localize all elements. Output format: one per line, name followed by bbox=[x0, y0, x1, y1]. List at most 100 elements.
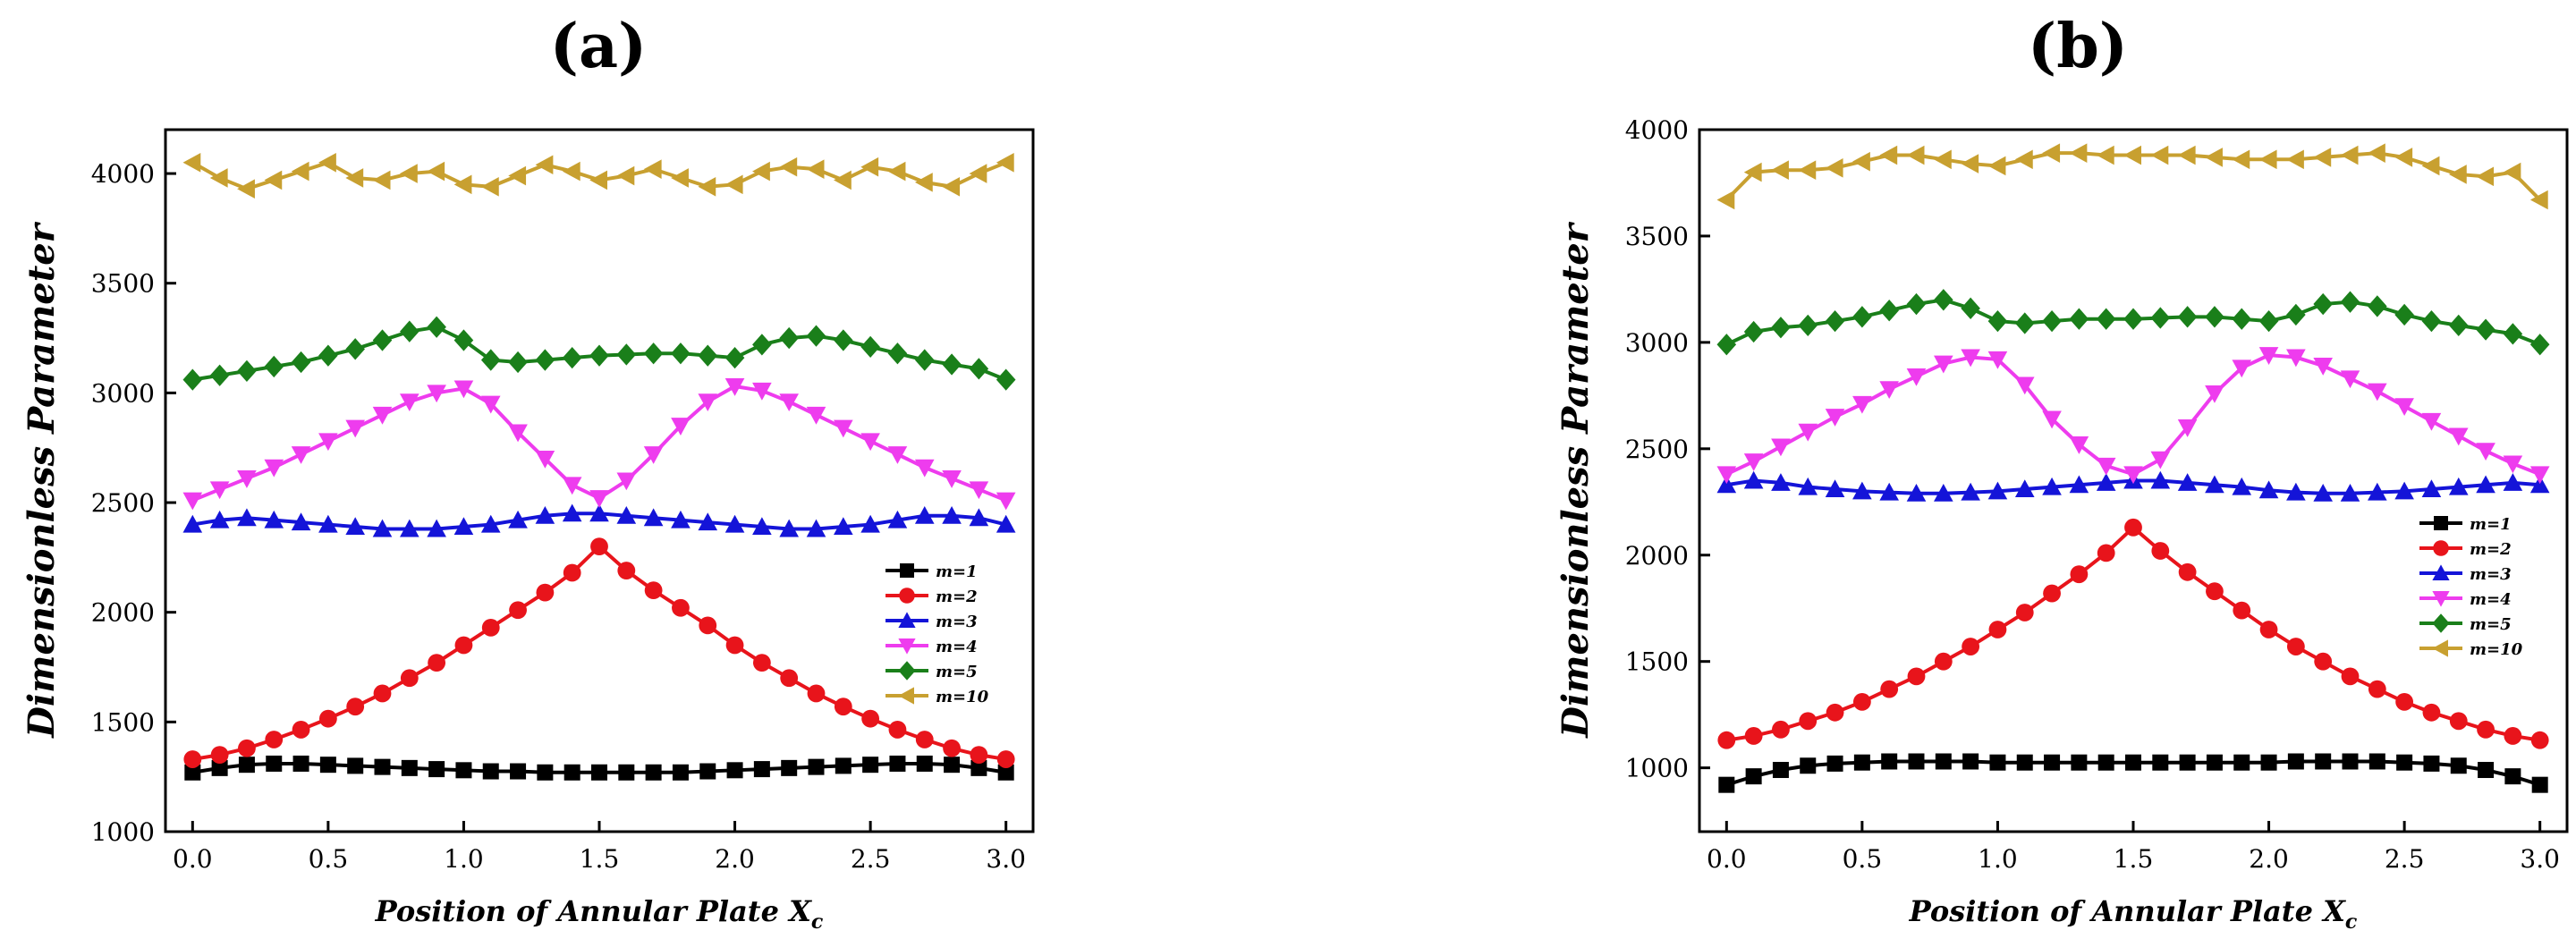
data-point bbox=[1745, 768, 1762, 785]
data-point bbox=[508, 510, 528, 528]
y-tick-label: 1500 bbox=[1625, 647, 1689, 677]
data-point bbox=[2449, 712, 2468, 731]
data-point bbox=[724, 174, 743, 195]
x-tick-label: 1.5 bbox=[2114, 844, 2154, 874]
data-point bbox=[1743, 320, 1764, 343]
legend-label: m=4 bbox=[2470, 590, 2512, 609]
data-point bbox=[2123, 466, 2143, 485]
data-point bbox=[564, 764, 580, 781]
data-point bbox=[752, 161, 770, 182]
data-point bbox=[2286, 149, 2304, 170]
data-point bbox=[996, 750, 1015, 768]
data-point bbox=[2313, 292, 2333, 316]
data-point bbox=[1879, 145, 1898, 165]
data-point bbox=[2123, 145, 2141, 165]
legend-label: m=10 bbox=[2470, 640, 2523, 659]
data-point bbox=[616, 343, 637, 366]
legend-marker bbox=[2432, 639, 2448, 657]
data-point bbox=[779, 393, 799, 411]
data-point bbox=[2342, 753, 2359, 770]
data-point bbox=[2096, 145, 2114, 165]
data-point bbox=[1879, 300, 1899, 322]
data-point bbox=[969, 508, 989, 527]
data-point bbox=[2014, 376, 2035, 395]
data-point bbox=[2150, 451, 2171, 469]
data-point bbox=[2529, 466, 2550, 485]
data-point bbox=[318, 344, 338, 367]
legend-label: m=5 bbox=[2470, 615, 2512, 634]
data-point bbox=[2504, 727, 2522, 745]
data-point bbox=[1771, 473, 1791, 491]
data-point bbox=[2232, 359, 2252, 378]
data-point bbox=[590, 537, 608, 555]
data-point bbox=[914, 349, 935, 371]
data-point bbox=[2503, 323, 2523, 345]
data-point bbox=[2042, 143, 2061, 163]
data-point bbox=[589, 344, 609, 367]
data-point bbox=[1906, 483, 1927, 502]
data-point bbox=[2340, 145, 2359, 165]
legend-label: m=5 bbox=[936, 663, 978, 681]
data-point bbox=[1743, 162, 1762, 182]
data-point bbox=[453, 174, 472, 195]
data-point bbox=[400, 393, 419, 411]
data-point bbox=[2340, 483, 2360, 502]
legend-marker bbox=[2432, 564, 2450, 580]
series-m-5 bbox=[1716, 289, 2550, 356]
data-point bbox=[453, 517, 474, 536]
data-point bbox=[1907, 667, 1926, 686]
data-point bbox=[318, 709, 337, 728]
legend-label: m=3 bbox=[936, 613, 978, 631]
data-point bbox=[2150, 145, 2169, 165]
data-point bbox=[2448, 427, 2469, 446]
data-point bbox=[2421, 156, 2440, 176]
data-point bbox=[182, 492, 203, 511]
y-tick-label: 3000 bbox=[1625, 328, 1689, 358]
data-point bbox=[2286, 303, 2306, 326]
data-point bbox=[535, 505, 555, 524]
data-point bbox=[2448, 477, 2469, 495]
data-point bbox=[616, 472, 637, 491]
data-point bbox=[2042, 309, 2062, 333]
data-point bbox=[1934, 355, 1953, 374]
data-point bbox=[2286, 349, 2306, 368]
data-point bbox=[888, 721, 907, 739]
data-point bbox=[1852, 395, 1872, 414]
data-point bbox=[970, 759, 987, 776]
data-point bbox=[2259, 621, 2278, 638]
data-point bbox=[942, 176, 961, 197]
data-point bbox=[1772, 762, 1789, 779]
series-m-10 bbox=[1716, 143, 2548, 210]
data-point bbox=[2258, 480, 2279, 499]
data-point bbox=[563, 563, 581, 582]
data-point bbox=[1961, 154, 1979, 173]
data-point bbox=[2150, 470, 2171, 489]
data-point bbox=[454, 636, 473, 655]
data-point bbox=[2394, 481, 2414, 500]
data-point bbox=[400, 164, 418, 183]
data-point bbox=[291, 351, 311, 374]
data-point bbox=[2232, 308, 2252, 330]
legend-label: m=4 bbox=[936, 638, 978, 656]
data-point bbox=[1852, 151, 1870, 172]
data-point bbox=[291, 512, 311, 531]
data-point bbox=[2232, 477, 2252, 495]
data-point bbox=[617, 562, 636, 579]
data-point bbox=[1772, 720, 1790, 739]
legend-marker bbox=[900, 563, 914, 578]
data-point bbox=[591, 764, 607, 781]
data-point bbox=[616, 165, 635, 186]
data-point bbox=[1989, 754, 2006, 771]
data-point bbox=[699, 763, 716, 780]
y-axis-label: Dimensionless Parameter bbox=[21, 221, 63, 738]
data-point bbox=[916, 755, 933, 772]
data-point bbox=[2150, 307, 2171, 329]
data-point bbox=[698, 512, 718, 531]
data-point bbox=[2015, 604, 2034, 621]
data-point bbox=[509, 601, 527, 620]
data-point bbox=[2478, 762, 2495, 779]
data-point bbox=[834, 419, 853, 438]
data-point bbox=[1934, 149, 1952, 170]
data-point bbox=[211, 759, 228, 776]
data-point bbox=[2232, 149, 2250, 170]
